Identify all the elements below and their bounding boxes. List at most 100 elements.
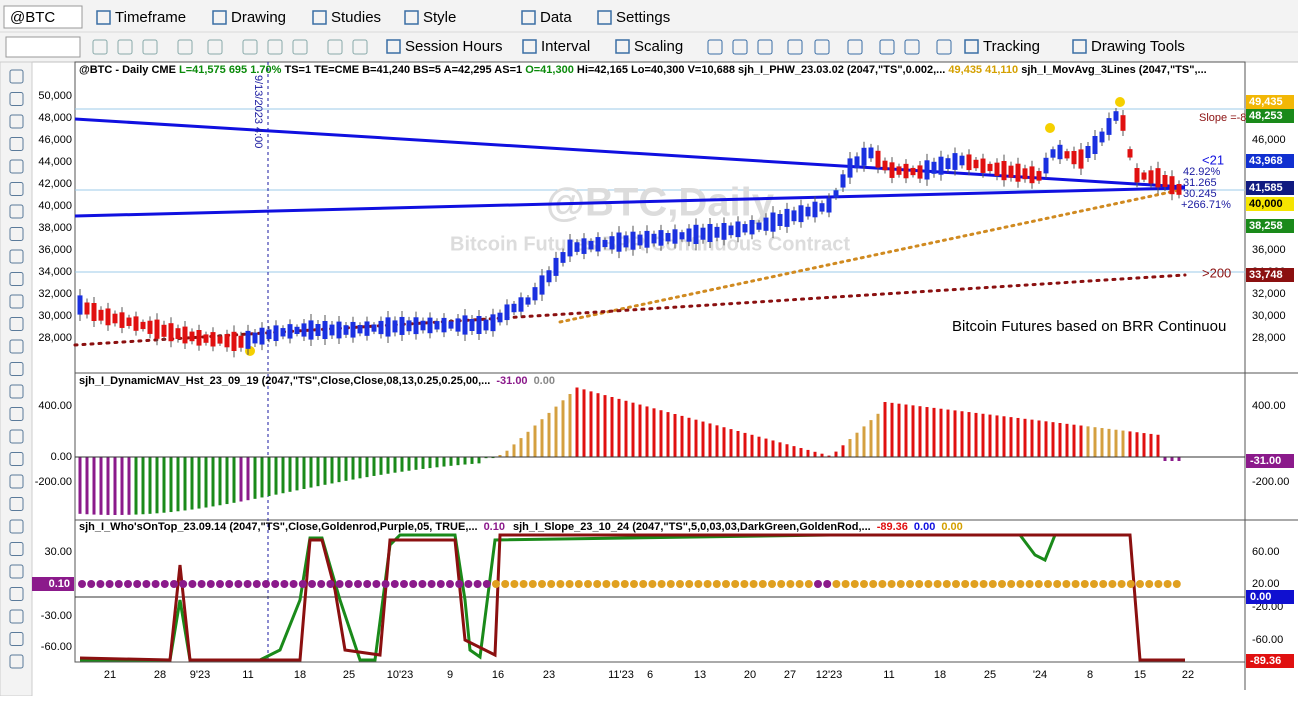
candle [91,302,97,321]
tool[interactable]: Drawing Tools [1091,38,1185,55]
tool-icon[interactable] [9,317,24,331]
tool-icon[interactable] [9,204,24,219]
candle [763,217,769,231]
tool[interactable]: Session Hours [405,38,503,55]
tool-icon[interactable] [9,159,24,174]
tool[interactable]: Scaling [634,38,683,55]
tool-icon[interactable] [9,182,24,196]
tool-icon[interactable] [9,92,24,106]
state-dot [1108,580,1117,588]
tool-icon[interactable] [9,632,24,646]
candle [959,155,965,166]
tool-icon[interactable] [9,114,24,129]
candle [455,318,461,332]
icon[interactable] [207,39,223,55]
tool-icon[interactable] [9,407,24,421]
icon[interactable] [242,39,258,55]
state-dot [933,580,942,588]
icon[interactable] [707,39,723,55]
menu[interactable]: Settings [616,9,670,26]
trendline [74,117,1186,189]
candle [434,321,440,330]
menu[interactable]: Drawing [231,9,286,26]
state-dot [602,580,611,588]
symbol[interactable]: @BTC [10,9,55,26]
badge [1246,590,1294,604]
tool-icon[interactable] [9,497,24,511]
icon[interactable] [267,39,283,55]
tool-icon[interactable] [9,339,24,354]
candle [1078,149,1084,169]
tool-icon[interactable] [9,564,24,579]
x-tick-label: 9'23 [190,669,210,681]
icon[interactable] [732,39,748,55]
state-dot [630,580,638,588]
candle [861,147,867,166]
candle [266,329,272,340]
tool[interactable]: Interval [541,38,590,55]
price-tick: 46,000 [38,134,72,146]
icon[interactable] [847,39,863,55]
state-dot [1145,580,1154,588]
menu[interactable]: Timeframe [115,9,186,26]
state-dot [280,580,289,588]
tool-icon[interactable] [9,474,24,489]
tool-icon[interactable] [9,272,24,286]
state-dot [170,580,178,588]
x-tick-label: 13 [694,669,706,681]
price-badge [1246,181,1294,195]
icon[interactable] [904,39,920,55]
icon[interactable] [879,39,895,55]
tool-icon[interactable] [9,452,24,466]
icon[interactable] [757,39,773,55]
icon[interactable] [177,39,193,55]
tool-icon[interactable] [9,384,24,399]
tool-icon[interactable] [9,69,24,84]
menu[interactable]: Studies [331,9,381,26]
tool-icon[interactable] [9,587,24,601]
menu[interactable]: Data [540,9,572,26]
price-tick: 36,000 [1252,244,1286,256]
state-dot [418,580,427,588]
tool-icon[interactable] [9,519,24,534]
state-dot [78,580,86,588]
price-badge-text: 33,748 [1249,269,1283,281]
candle [273,325,279,342]
candle [812,201,818,218]
candle [504,304,510,321]
input-box[interactable] [5,36,81,58]
tool-icon[interactable] [9,609,24,624]
tool-icon[interactable] [9,137,24,151]
tool-icon[interactable] [9,362,24,376]
candle [672,229,678,244]
tool[interactable]: Tracking [983,38,1040,55]
icon [386,39,401,54]
tool-icon[interactable] [9,654,24,669]
icon[interactable] [92,39,108,55]
state-dot [105,580,114,588]
symbol-box[interactable] [3,5,83,29]
candle [973,159,979,169]
icon[interactable] [814,39,830,55]
tool-icon[interactable] [9,294,24,309]
tool-icon[interactable] [9,227,24,241]
icon[interactable] [117,39,133,55]
candle [784,208,790,227]
tool-icon[interactable] [9,429,24,444]
state-dot [768,580,776,588]
tool-icon[interactable] [9,249,24,264]
state-dot [1062,580,1071,588]
state-dot [593,580,602,588]
menu[interactable]: Style [423,9,456,26]
state-dot [1016,580,1025,588]
tool-icon[interactable] [9,542,24,556]
icon[interactable] [936,39,952,55]
icon[interactable] [787,39,803,55]
icon[interactable] [292,39,308,55]
icon[interactable] [352,39,368,55]
icon[interactable] [327,39,343,55]
candle [1127,149,1133,158]
state-dot [354,580,362,588]
icon[interactable] [142,39,158,55]
icon [522,39,537,54]
